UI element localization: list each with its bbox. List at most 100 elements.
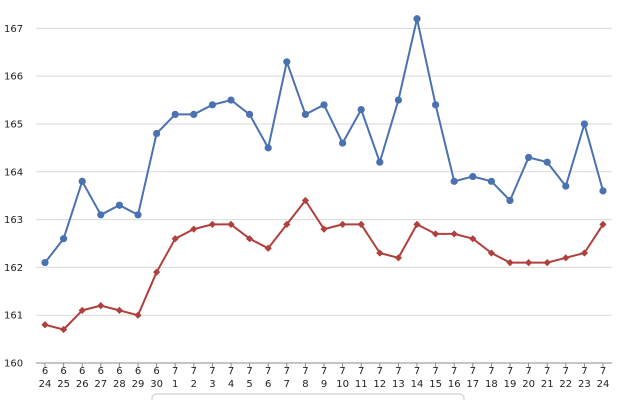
series-2-point xyxy=(394,254,402,262)
x-tick-label-day: 11 xyxy=(355,379,368,390)
x-tick-label-month: 6 xyxy=(79,366,85,377)
x-tick-label-month: 7 xyxy=(246,366,252,377)
series-2-point xyxy=(246,235,254,243)
x-tick-label-month: 7 xyxy=(470,366,476,377)
series-2-point xyxy=(543,259,551,267)
x-tick-label-day: 4 xyxy=(228,379,234,390)
series-1-point xyxy=(394,96,402,104)
series-1-point xyxy=(60,235,68,243)
x-tick-label-month: 7 xyxy=(302,366,308,377)
y-tick-label: 165 xyxy=(4,119,23,130)
series-2-point xyxy=(283,220,291,228)
series-2-point xyxy=(320,225,328,233)
x-tick-label-day: 17 xyxy=(466,379,479,390)
series-2 xyxy=(41,196,607,334)
series-2-point xyxy=(450,230,458,238)
axes xyxy=(36,362,612,367)
x-tick-label-month: 7 xyxy=(544,366,550,377)
series-1-point xyxy=(78,177,86,185)
series-1-point xyxy=(432,101,440,109)
series-1-point xyxy=(525,153,533,162)
grid-lines xyxy=(36,27,612,316)
x-tick-label-month: 7 xyxy=(414,366,420,377)
series-2-point xyxy=(153,268,161,276)
series-group xyxy=(41,15,607,334)
x-tick-label-day: 5 xyxy=(246,379,252,390)
series-1-point xyxy=(320,101,328,109)
series-1-point xyxy=(376,158,384,166)
series-2-point xyxy=(339,220,347,228)
series-1-point xyxy=(97,211,105,219)
series-2-point xyxy=(506,259,514,267)
series-1-point xyxy=(190,110,198,118)
x-tick-label-month: 7 xyxy=(321,366,327,377)
series-2-point xyxy=(599,220,607,228)
x-tick-label-month: 6 xyxy=(60,366,66,377)
x-tick-label-day: 18 xyxy=(485,379,498,390)
x-tick-label-month: 7 xyxy=(600,366,606,377)
series-2-point xyxy=(208,220,216,228)
x-tick-label-day: 13 xyxy=(392,379,405,390)
x-tick-label-month: 7 xyxy=(488,366,494,377)
series-1-point xyxy=(580,120,589,128)
x-tick-label-day: 2 xyxy=(191,379,197,390)
x-tick-label-day: 10 xyxy=(336,379,349,390)
x-tick-label-month: 7 xyxy=(339,366,345,377)
y-tick-labels: 160 161 162 163 164 165 166 167 xyxy=(4,24,23,370)
y-tick-label: 162 xyxy=(4,263,23,274)
series-1-point xyxy=(506,196,514,205)
series-1-point xyxy=(487,177,495,185)
y-tick-label: 164 xyxy=(4,167,23,178)
x-tick-label-month: 7 xyxy=(284,366,290,377)
series-2-point xyxy=(487,249,495,257)
x-tick-label-month: 7 xyxy=(395,366,401,377)
series-1-point xyxy=(562,182,570,190)
series-1-point xyxy=(599,187,607,195)
x-tick-label-day: 28 xyxy=(113,379,126,390)
series-2-point xyxy=(413,220,421,228)
series-1 xyxy=(41,15,607,267)
series-1-point xyxy=(450,177,458,185)
x-tick-label-month: 7 xyxy=(525,366,531,377)
series-2-point xyxy=(562,254,570,262)
series-2-point xyxy=(115,306,123,315)
x-tick-label-day: 15 xyxy=(429,379,442,390)
series-2-point xyxy=(376,249,384,257)
x-tick-label-day: 24 xyxy=(597,379,610,390)
x-tick-label-month: 7 xyxy=(581,366,587,377)
x-tick-label-day: 12 xyxy=(373,379,386,390)
x-tick-label-day: 19 xyxy=(504,379,517,390)
x-tick-label-month: 6 xyxy=(153,366,159,377)
series-2-point xyxy=(264,244,272,252)
x-tick-label-day: 24 xyxy=(39,379,52,390)
series-1-point xyxy=(357,106,365,114)
series-1-point xyxy=(153,129,161,138)
series-1-point xyxy=(171,110,179,118)
x-tick-label-day: 30 xyxy=(150,379,163,390)
x-tick-label-day: 3 xyxy=(209,379,215,390)
x-tick-label-day: 27 xyxy=(94,379,107,390)
x-tick-label-month: 6 xyxy=(135,366,141,377)
x-tick-label-day: 20 xyxy=(522,379,535,390)
series-2-point xyxy=(357,220,365,228)
x-tick-label-day: 8 xyxy=(302,379,308,390)
series-1-point xyxy=(283,58,291,66)
series-1-point xyxy=(115,201,123,209)
x-tick-label-day: 1 xyxy=(172,379,178,390)
series-1-point xyxy=(227,96,235,104)
x-tick-label-month: 7 xyxy=(228,366,234,377)
x-tick-label-month: 7 xyxy=(563,366,569,377)
x-tick-label-month: 7 xyxy=(507,366,513,377)
series-1-point xyxy=(301,110,309,118)
y-tick-label: 160 xyxy=(4,359,23,370)
x-tick-label-month: 7 xyxy=(432,366,438,377)
series-2-point xyxy=(60,325,68,334)
series-2-point xyxy=(134,311,142,319)
series-2-point xyxy=(525,259,533,267)
x-tick-label-day: 29 xyxy=(132,379,145,390)
series-2-point xyxy=(78,306,86,315)
x-tick-label-day: 6 xyxy=(265,379,271,390)
x-tick-label-day: 26 xyxy=(76,379,89,390)
